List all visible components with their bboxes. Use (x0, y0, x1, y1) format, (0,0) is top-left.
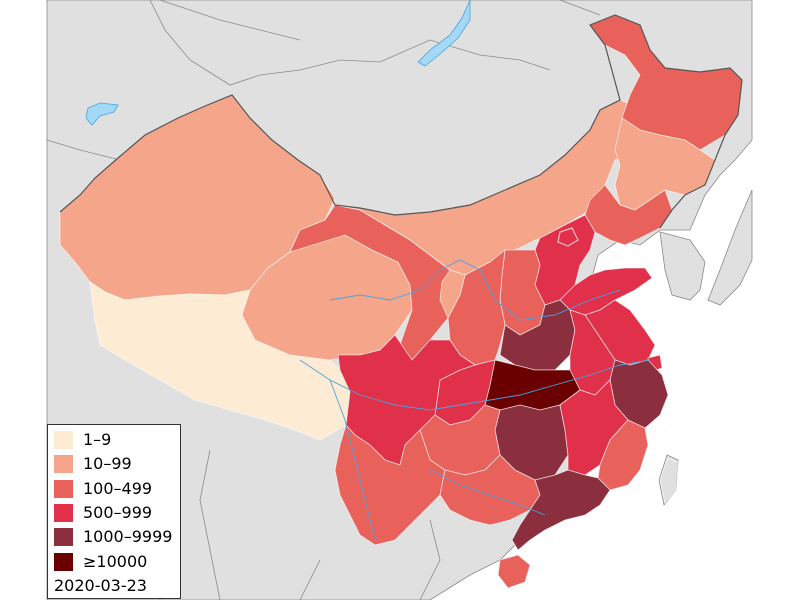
province-beijing (557, 227, 579, 247)
foreign-border (46, 0, 601, 600)
province-fujian (597, 419, 649, 491)
legend-swatch (54, 528, 73, 546)
legend-swatch (54, 455, 73, 473)
legend-item: ≥10000 (48, 551, 182, 575)
japan (707, 189, 753, 306)
provinces (59, 14, 743, 589)
province-guangdong (511, 469, 611, 551)
river-mekong (329, 379, 376, 541)
legend-item: 10–99 (48, 453, 182, 477)
province-shaanxi (447, 249, 506, 366)
province-jilin (614, 117, 716, 211)
legend-item: 100–499 (48, 478, 182, 502)
legend-label: 500–999 (83, 503, 153, 522)
legend-swatch (54, 553, 73, 571)
legend-swatch (54, 480, 73, 498)
legend-label: 1–9 (83, 430, 112, 449)
legend-label: ≥10000 (83, 552, 148, 571)
legend-item: 1–9 (48, 429, 182, 453)
legend-swatch (54, 504, 73, 522)
rivers (299, 259, 651, 541)
legend-label: 10–99 (83, 454, 132, 473)
korea (659, 231, 706, 301)
legend-item: 500–999 (48, 502, 182, 526)
legend-item: 1000–9999 (48, 526, 182, 550)
river-pearl (429, 469, 546, 516)
province-yunnan (334, 424, 446, 546)
legend-swatch (54, 431, 73, 449)
river-yangtze (299, 359, 651, 411)
china-border (59, 14, 743, 229)
province-ningxia (439, 269, 466, 319)
legend-label: 1000–9999 (83, 527, 173, 546)
lake (85, 102, 119, 126)
province-taiwan (659, 457, 679, 504)
river-yellow (329, 259, 621, 321)
legend-label: 100–499 (83, 479, 153, 498)
legend: 1–9 10–99 100–499 500–999 1000–9999 ≥100… (47, 424, 181, 599)
date-label: 2020-03-23 (54, 576, 147, 595)
province-shanxi (499, 249, 546, 336)
province-hainan (497, 554, 531, 589)
lake-baikal (417, 0, 471, 67)
